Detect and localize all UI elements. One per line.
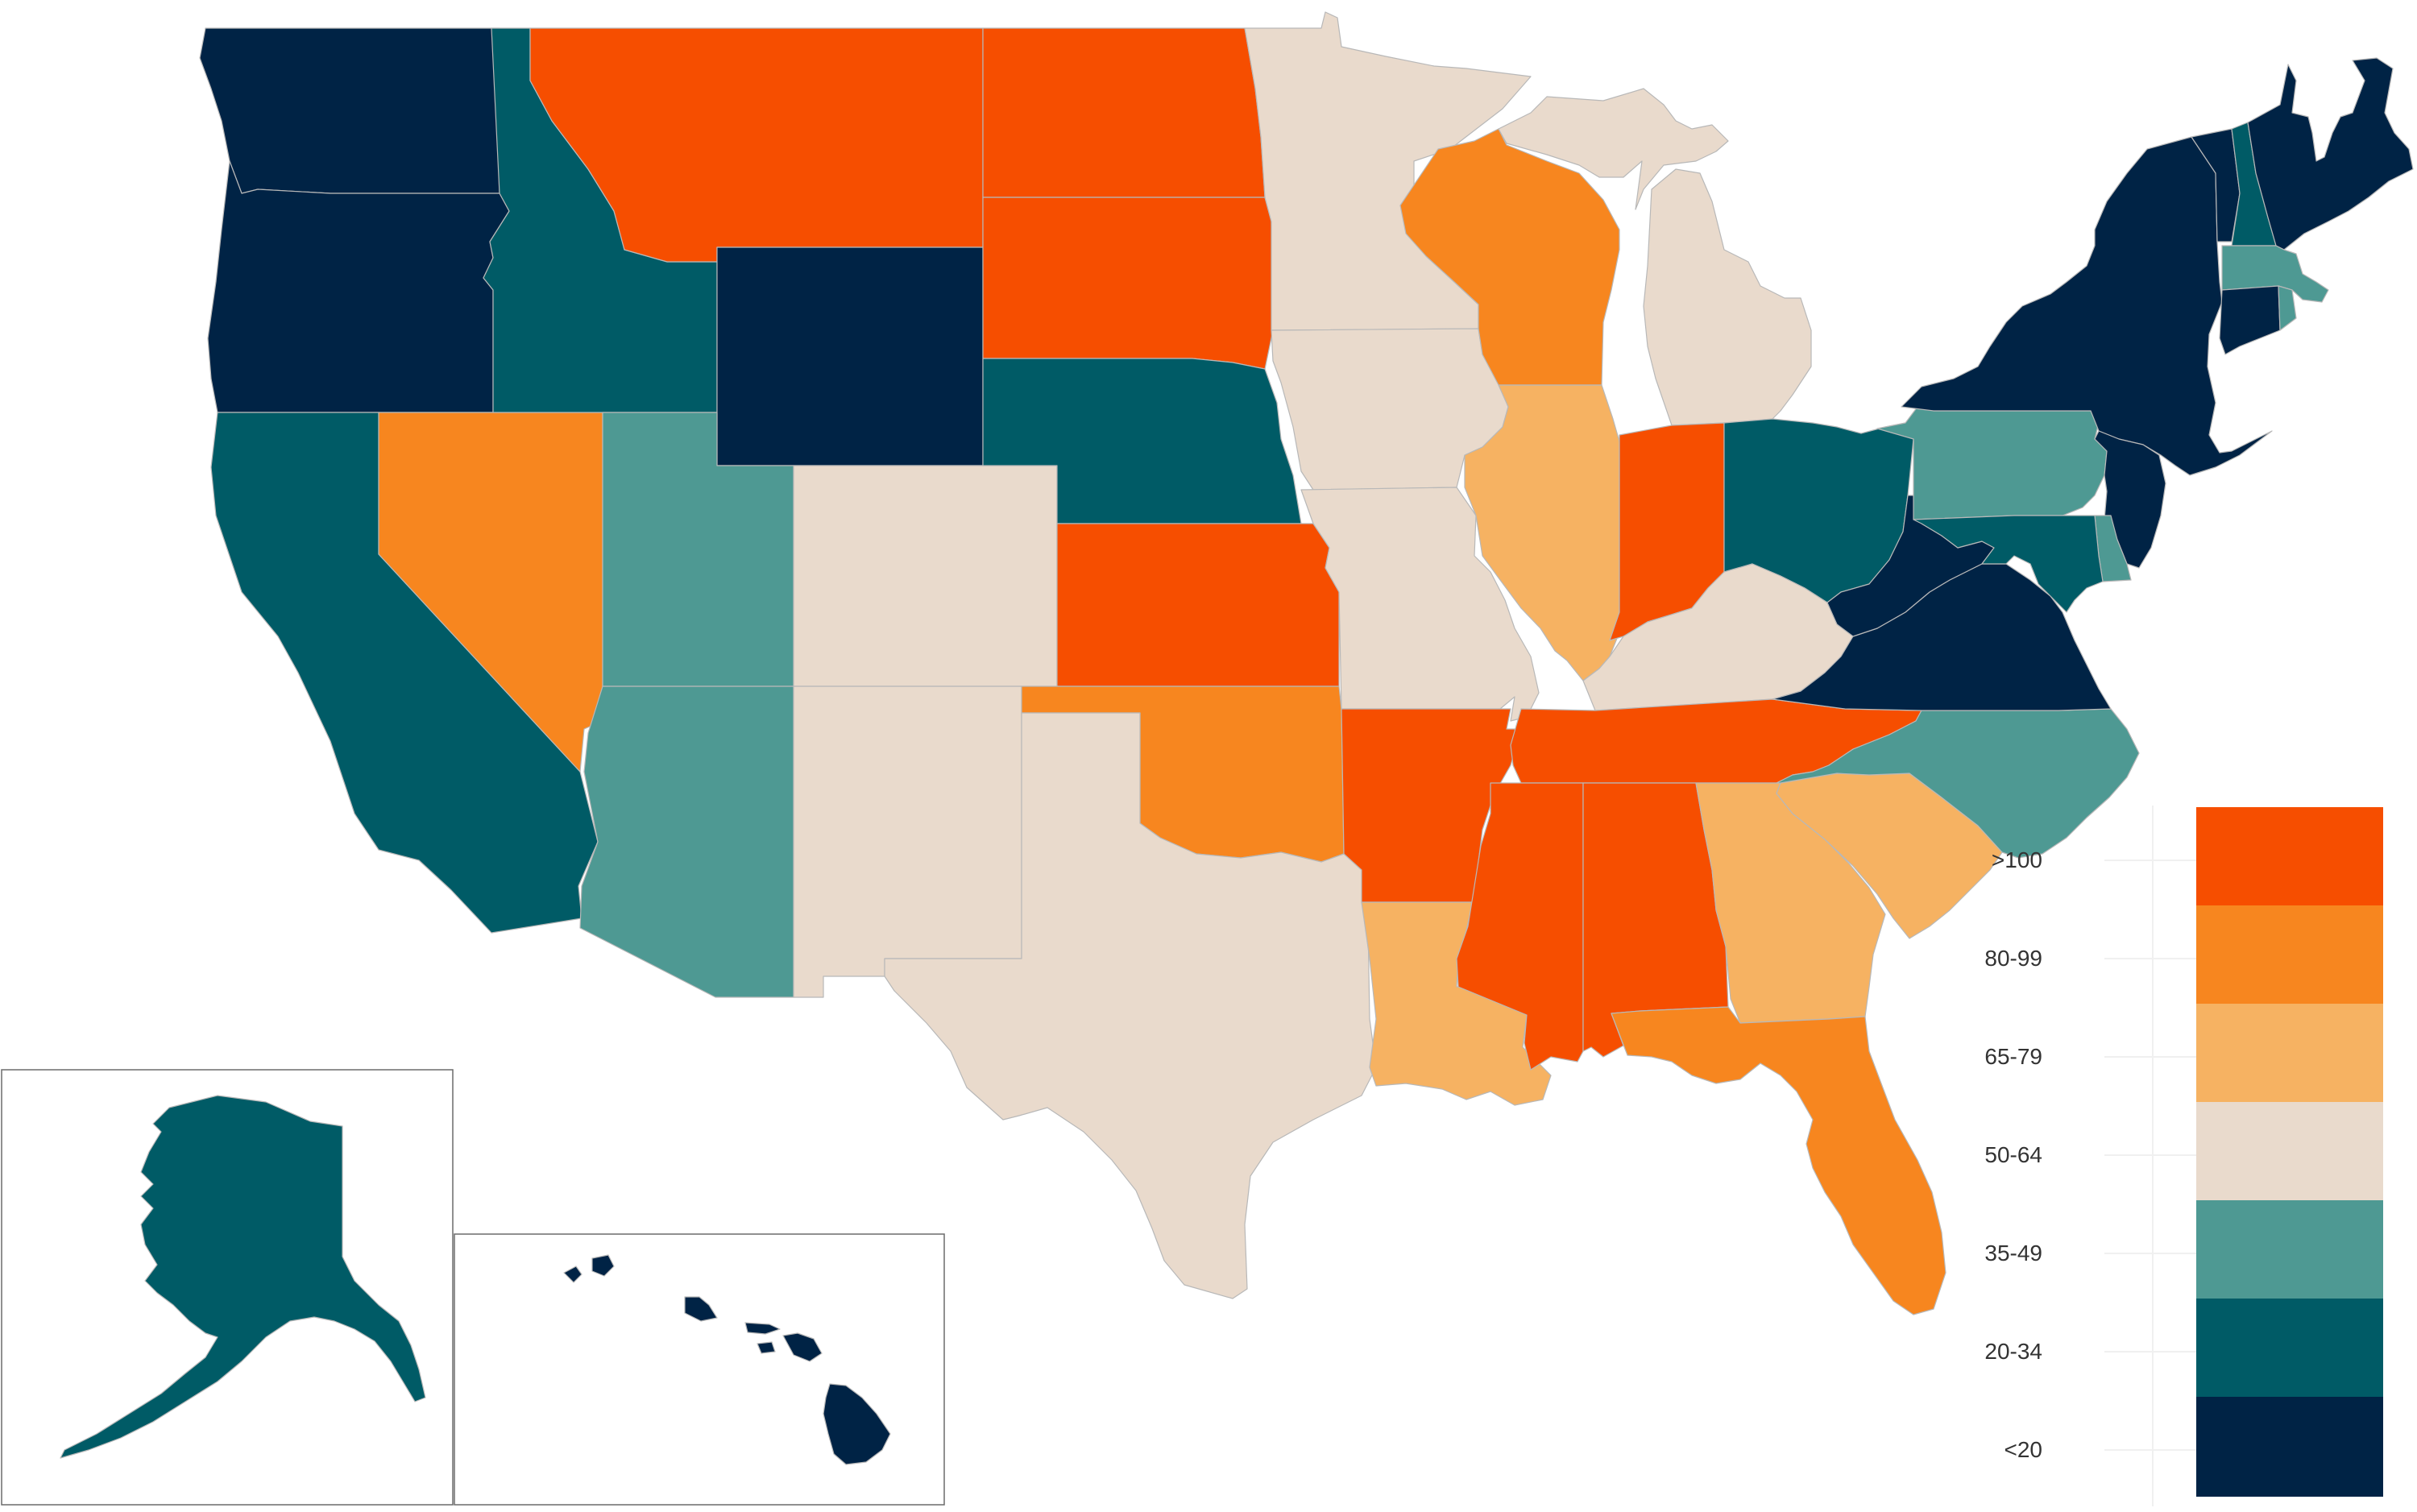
state-north-carolina bbox=[1776, 708, 2140, 859]
legend-label-gt100: >100 bbox=[1991, 847, 2042, 872]
state-new-mexico bbox=[793, 686, 1022, 998]
legend-label-50-64: 50-64 bbox=[1984, 1142, 2042, 1167]
state-mississippi bbox=[1456, 782, 1584, 1071]
state-virginia bbox=[1772, 563, 2112, 711]
legend-swatch-50-64 bbox=[2196, 1102, 2383, 1200]
legend-swatch-lt20 bbox=[2196, 1397, 2383, 1497]
state-maryland bbox=[1913, 515, 2104, 613]
state-michigan bbox=[1498, 88, 1812, 426]
state-washington bbox=[199, 27, 500, 194]
hawaii-inset-frame bbox=[454, 1233, 945, 1506]
legend-swatch-80-99 bbox=[2196, 905, 2383, 1004]
legend-label-35-49: 35-49 bbox=[1984, 1241, 2042, 1266]
legend-label-lt20: <20 bbox=[2004, 1437, 2043, 1462]
state-colorado bbox=[793, 465, 1058, 687]
state-alaska bbox=[60, 1095, 426, 1459]
state-oregon bbox=[207, 160, 510, 413]
state-rhode-island bbox=[2278, 285, 2297, 331]
state-texas bbox=[884, 712, 1377, 1299]
alaska-inset-frame bbox=[1, 1069, 454, 1506]
legend-label-80-99: 80-99 bbox=[1984, 946, 2042, 971]
state-south-dakota bbox=[982, 197, 1274, 370]
legend-swatch-gt100 bbox=[2196, 807, 2383, 905]
legend-gridlines bbox=[2104, 806, 2199, 1506]
state-wisconsin bbox=[1399, 128, 1620, 386]
state-kansas bbox=[1056, 523, 1340, 687]
state-arizona bbox=[579, 686, 794, 998]
legend-swatch-20-34 bbox=[2196, 1299, 2383, 1397]
state-north-dakota bbox=[982, 27, 1266, 198]
state-arkansas bbox=[1341, 708, 1522, 903]
legend-label-65-79: 65-79 bbox=[1984, 1044, 2042, 1069]
state-florida bbox=[1611, 1006, 1946, 1315]
state-connecticut bbox=[2219, 285, 2281, 355]
state-maine bbox=[2247, 57, 2414, 251]
state-hawaii bbox=[563, 1254, 891, 1465]
state-nebraska bbox=[982, 358, 1302, 524]
legend-label-20-34: 20-34 bbox=[1984, 1339, 2042, 1364]
legend-swatch-65-79 bbox=[2196, 1004, 2383, 1102]
state-minnesota bbox=[1244, 11, 1532, 331]
legend-swatch-35-49 bbox=[2196, 1200, 2383, 1299]
state-new-jersey bbox=[2094, 430, 2166, 569]
state-wyoming bbox=[716, 246, 984, 466]
